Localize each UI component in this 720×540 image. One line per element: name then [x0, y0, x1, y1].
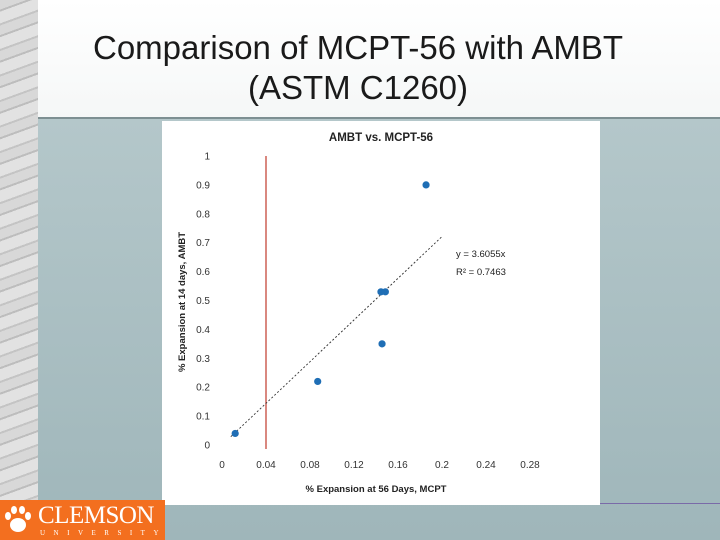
- x-tick-label: 0: [219, 460, 225, 471]
- y-tick-label: 0.2: [196, 383, 210, 394]
- chart-panel: AMBT vs. MCPT-56 % Expansion at 14 days,…: [162, 121, 600, 505]
- y-tick-label: 0.7: [196, 238, 210, 249]
- chart-y-axis-label: % Expansion at 14 days, AMBT: [177, 232, 188, 372]
- chart-marks: 0 0.1 0.2 0.3 0.4 0.5 0.6 0.7 0.8 0.9 1 0 0.04 0.08 0.…: [196, 152, 540, 472]
- y-tick-label: 0.1: [196, 412, 210, 423]
- chart-title: AMBT vs. MCPT-56: [329, 132, 433, 144]
- clemson-logo: CLEMSON UNIVERSITY: [0, 500, 165, 540]
- x-tick-label: 0.04: [256, 460, 276, 471]
- trendline-equation: y = 3.6055x: [456, 249, 506, 260]
- x-tick-label: 0.12: [344, 460, 364, 471]
- data-point: [314, 377, 322, 386]
- trendline: [230, 236, 443, 437]
- y-tick-label: 0.8: [196, 209, 210, 220]
- title-divider: [38, 117, 720, 119]
- logo-subtitle: UNIVERSITY: [40, 529, 167, 537]
- x-tick-label: 0.28: [520, 460, 540, 471]
- x-tick-label: 0.24: [476, 460, 496, 471]
- trendline-r-squared: R² = 0.7463: [456, 267, 506, 278]
- slide-title-line-2: (ASTM C1260): [247, 69, 469, 106]
- slide-title: Comparison of MCPT-56 with AMBT (ASTM C1…: [38, 28, 678, 108]
- x-tick-label: 0.08: [300, 460, 320, 471]
- chart-x-axis-label: % Expansion at 56 Days, MCPT: [306, 484, 447, 495]
- y-tick-label: 0.4: [196, 325, 210, 336]
- decorative-side-strip: [0, 0, 39, 540]
- y-tick-label: 0.5: [196, 296, 210, 307]
- data-point: [422, 181, 430, 189]
- data-point: [378, 340, 386, 348]
- y-tick-label: 1: [204, 152, 210, 163]
- y-tick-label: 0.3: [196, 354, 210, 365]
- x-tick-label: 0.16: [388, 460, 408, 471]
- logo-wordmark: CLEMSON: [38, 502, 154, 529]
- bottom-divider: [600, 503, 720, 504]
- y-tick-label: 0.9: [196, 180, 210, 191]
- scatter-chart: AMBT vs. MCPT-56 % Expansion at 14 days,…: [177, 132, 540, 495]
- y-tick-label: 0: [204, 441, 210, 452]
- data-point: [231, 429, 239, 438]
- slide-title-line-1: Comparison of MCPT-56 with AMBT: [93, 29, 623, 66]
- x-tick-label: 0.2: [435, 460, 449, 471]
- tiger-paw-icon: [5, 506, 31, 532]
- y-tick-label: 0.6: [196, 267, 210, 278]
- data-point: [381, 288, 389, 296]
